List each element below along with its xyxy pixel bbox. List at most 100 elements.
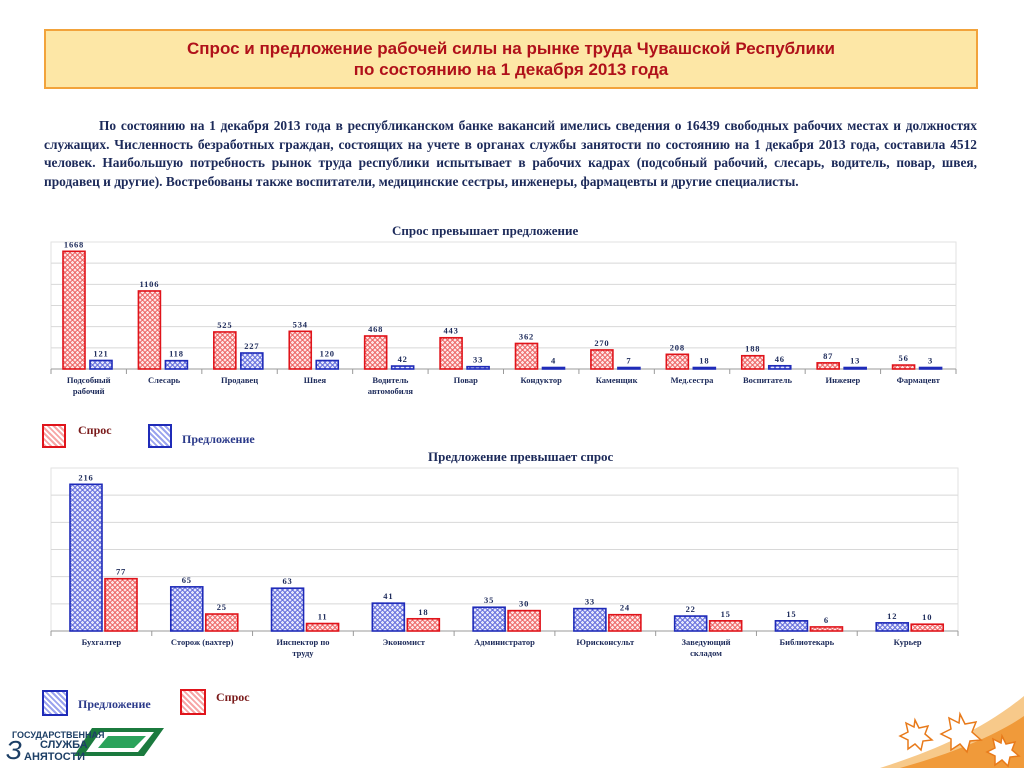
supply-bar [617,366,641,370]
supply-bar [541,366,566,370]
category-label: Экономист [383,637,426,647]
logo-line-1: ГОСУДАРСТВЕННАЯ [12,730,105,740]
supply-bar [89,359,113,370]
chart1-title: Спрос превышает предложение [392,223,579,238]
data-label: 46 [775,354,785,364]
star-icon [939,711,983,754]
category-label-line: рабочий [73,386,105,396]
category-label-line: Экономист [383,637,426,647]
category-label: Кондуктор [521,375,563,385]
demand-bar [809,626,844,632]
demand-bar [514,342,539,370]
data-label: 25 [217,602,227,612]
legend1-demand-swatch [42,424,66,448]
data-label: 208 [670,342,685,352]
legend1-supply: Предложение [148,424,255,448]
legend2-demand-swatch [180,689,206,715]
demand-bar [708,620,743,632]
data-label: 121 [93,348,108,358]
supply-bar [169,586,204,632]
title-line-1: Спрос и предложение рабочей силы на рынк… [187,39,835,58]
category-label-line: Повар [454,375,478,385]
category-label-line: Слесарь [148,375,181,385]
data-label: 13 [850,356,860,366]
category-label-line: Мед.сестра [671,375,715,385]
category-label-line: Фармацевт [897,375,941,385]
star-icon [898,717,934,752]
supply-bar [466,365,490,370]
category-label-line: Администратор [474,637,535,647]
supply-bar [573,607,607,632]
supply-bar [692,366,717,370]
category-label-line: Курьер [894,637,922,647]
demand-bar [910,623,945,632]
category-label-line: Водитель [372,375,409,385]
category-label: Юрисконсульт [576,637,635,647]
legend1-demand-label: Спрос [78,422,112,437]
supply-bar [767,364,792,370]
star-icons [898,711,1021,768]
category-label: Библиотекарь [780,637,835,647]
demand-bar [439,336,463,370]
supply-bar [270,587,305,632]
demand-bar [305,622,340,632]
supply-bar [843,366,867,370]
category-label-line: автомобиля [368,386,414,396]
legend1-demand: Спрос [42,422,112,448]
supply-bar [774,620,809,632]
supply-bar [673,615,708,632]
data-label: 22 [686,604,696,614]
category-label: Фармацевт [897,375,941,385]
title-line-2: по состоянию на 1 декабря 2013 года [353,60,669,79]
intro-paragraph: По состоянию на 1 декабря 2013 года в ре… [44,118,977,189]
demand-bar [816,362,840,370]
demand-bar [137,290,162,370]
category-label: Водитель автомобиля [368,375,414,396]
logo-line-3: АНЯТОСТИ [24,751,86,763]
supply-bar [240,352,264,370]
legend1-supply-swatch [148,424,172,448]
data-label: 12 [887,611,897,621]
category-label: Мед.сестра [671,375,715,385]
category-label: Продавец [221,375,258,385]
data-label: 534 [293,319,308,329]
data-label: 3 [928,356,933,366]
data-label: 6 [824,615,829,625]
legend2-supply: Предложение [42,690,151,716]
data-label: 11 [318,612,328,622]
data-label: 35 [484,595,494,605]
category-label-line: Библиотекарь [780,637,835,647]
data-label: 1668 [64,239,84,249]
title-banner: Спрос и предложение рабочей силы на рынк… [44,29,978,89]
demand-bar [288,330,313,370]
data-label: 443 [444,326,459,336]
data-label: 15 [721,609,731,619]
data-label: 216 [78,472,93,482]
category-label-line: труду [292,648,314,658]
data-label: 56 [899,353,909,363]
data-label: 15 [786,609,796,619]
legend2-supply-label: Предложение [78,697,151,711]
demand-bar [406,617,441,632]
data-label: 87 [823,351,833,361]
data-label: 362 [519,331,534,341]
logo-initial: З [6,735,22,765]
category-label-line: Сторож (вахтер) [171,637,234,647]
data-label: 42 [398,354,408,364]
demand-bar [62,250,86,370]
data-label: 118 [169,349,184,359]
data-label: 4 [551,356,556,366]
demand-bar [213,331,237,370]
data-label: 18 [418,607,428,617]
supply-bar [164,359,189,370]
chart1: 1668 121 Подсобный рабочий 1106 118 Слесарь 525… [50,239,957,396]
category-label-line: Продавец [221,375,258,385]
data-label: 18 [699,356,709,366]
category-label-line: Заведующий [682,637,731,647]
demand-bar [891,364,916,370]
supply-bar [875,622,910,632]
demand-bar [104,577,138,632]
legend2-demand-label: Спрос [216,689,250,704]
data-label: 33 [473,355,483,365]
